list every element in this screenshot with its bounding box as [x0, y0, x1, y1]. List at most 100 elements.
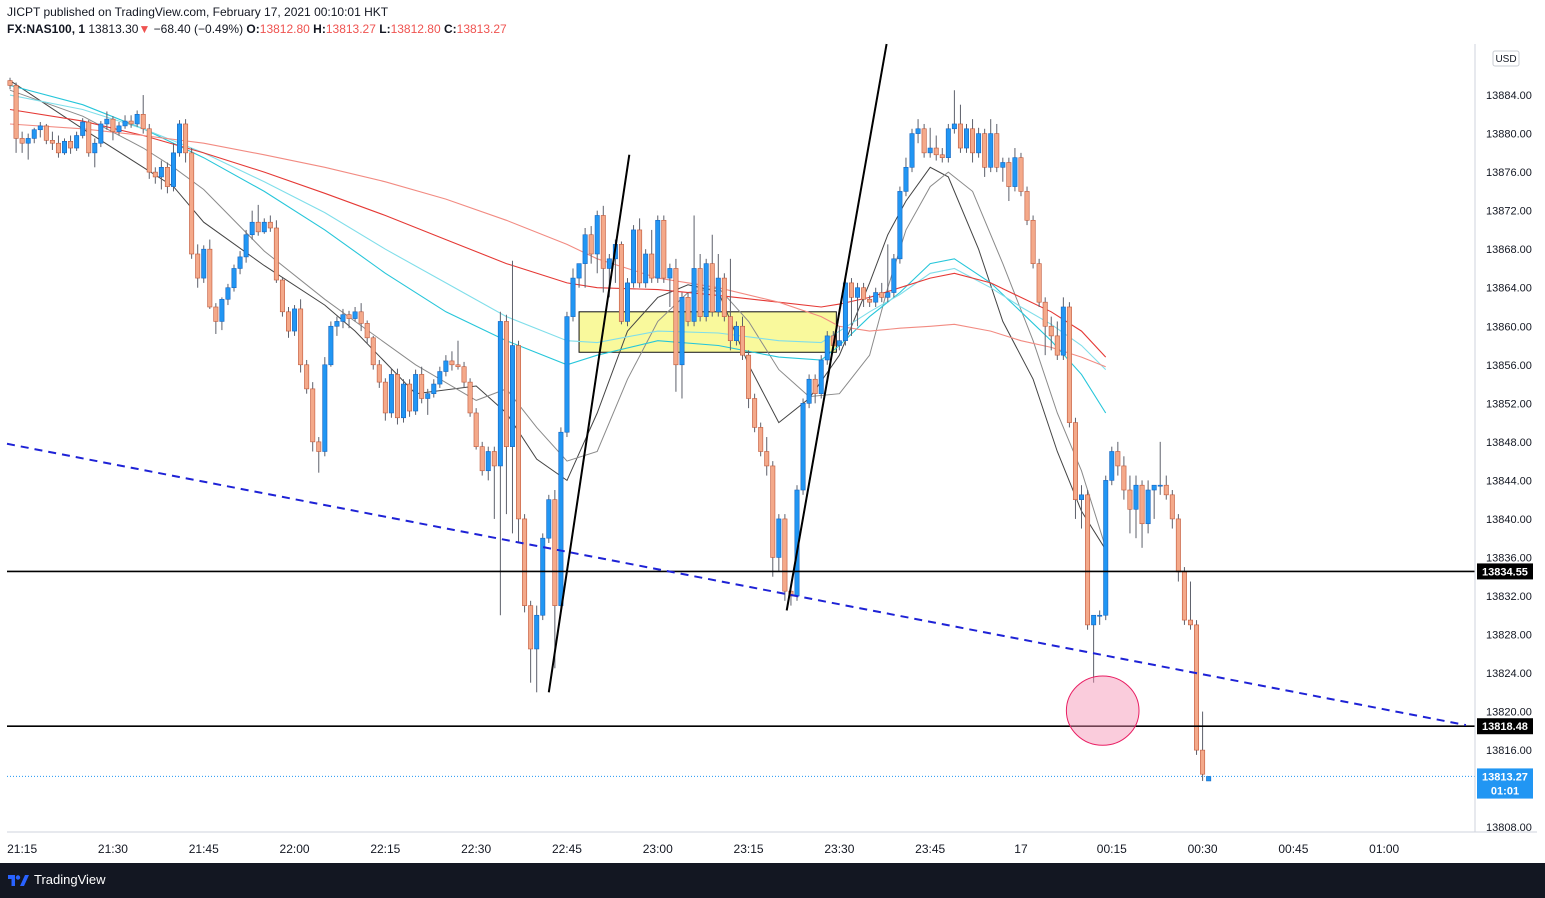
- candle-body: [116, 125, 122, 132]
- candle-body: [201, 248, 207, 279]
- price-axis-label: [1477, 718, 1533, 735]
- candle-body: [286, 311, 291, 332]
- symbol-label[interactable]: FX:NAS100, 1: [7, 22, 86, 36]
- candle-body: [334, 321, 340, 327]
- candle-body: [358, 311, 364, 324]
- candle-body: [600, 215, 606, 269]
- candle-body: [1206, 776, 1212, 782]
- candle-body: [1169, 494, 1175, 520]
- candle-body: [643, 253, 649, 284]
- right-gutter: [1537, 44, 1545, 832]
- price-tick-label: 13852.00: [1486, 398, 1532, 410]
- candle-body: [267, 221, 273, 229]
- time-tick-label: 00:30: [1188, 842, 1218, 856]
- time-tick-label: 21:30: [98, 842, 128, 856]
- candle-body: [1060, 306, 1066, 356]
- candle-body: [177, 123, 183, 154]
- candle-body: [812, 378, 818, 394]
- close-label: C:: [443, 22, 457, 36]
- candle-body: [509, 345, 515, 447]
- candle-body: [497, 321, 503, 467]
- candle-body: [310, 388, 316, 443]
- candle-body: [461, 366, 467, 383]
- footer-bar: TradingView: [0, 863, 1545, 898]
- candle-body: [1157, 484, 1163, 487]
- candle-body: [746, 354, 752, 399]
- highlight-ellipse[interactable]: [1065, 675, 1140, 746]
- publisher-text: JICPT published on TradingView.com, Febr…: [7, 5, 389, 19]
- candle-body: [715, 277, 721, 313]
- price-axis-label: [1477, 563, 1533, 580]
- candle-body: [1066, 306, 1072, 423]
- candle-body: [407, 383, 413, 412]
- candle-body: [292, 308, 298, 332]
- candle-body: [1139, 484, 1145, 525]
- candle-body: [376, 364, 382, 383]
- price-tick-label: 13876.00: [1486, 167, 1532, 179]
- candle-body: [261, 221, 267, 233]
- tradingview-brand[interactable]: TradingView: [34, 872, 106, 887]
- currency-badge[interactable]: [1492, 50, 1520, 67]
- candle-body: [237, 256, 243, 269]
- candle-body: [528, 605, 534, 650]
- candle-body: [219, 298, 225, 322]
- candle-body: [800, 403, 806, 491]
- candle-body: [413, 374, 419, 412]
- candle-body: [304, 364, 310, 390]
- candle-body: [558, 431, 564, 606]
- candle-body: [86, 121, 92, 154]
- price-axis-label: [1477, 768, 1533, 785]
- price-tick-label: 13836.00: [1486, 552, 1532, 564]
- candle-body: [340, 314, 346, 322]
- candle-body: [431, 383, 437, 394]
- candle-body: [1006, 162, 1012, 187]
- candle-body: [104, 118, 110, 125]
- candle-body: [806, 378, 812, 404]
- time-tick-label: 21:15: [7, 842, 37, 856]
- dashed-trendline[interactable]: [6, 442, 1467, 727]
- price-chart[interactable]: 21:15 21:30 21:45 22:00 22:15 22:30 22:45 23:00…: [0, 0, 1545, 863]
- time-tick-label: 17: [1014, 842, 1028, 856]
- candle-body: [770, 465, 776, 558]
- solid-trendline[interactable]: [785, 43, 888, 611]
- candle-body: [62, 140, 67, 154]
- candle-body: [92, 142, 98, 154]
- candle-body: [1200, 749, 1206, 775]
- candle-body: [98, 123, 104, 144]
- candle-body: [170, 152, 176, 187]
- down-arrow-icon: ▼: [138, 22, 151, 36]
- candle-body: [189, 152, 195, 255]
- consolidation-zone[interactable]: [578, 311, 837, 353]
- candle-body: [122, 120, 128, 127]
- time-tick-label: 01:00: [1369, 842, 1399, 856]
- candle-body: [68, 140, 74, 149]
- candle-body: [1012, 157, 1018, 187]
- candle-body: [195, 253, 201, 279]
- candle-body: [582, 234, 588, 264]
- candle-body: [467, 381, 473, 414]
- candle-body: [503, 321, 509, 447]
- candle-body: [231, 268, 237, 289]
- tradingview-logo-icon[interactable]: [8, 873, 30, 887]
- candle-body: [673, 268, 679, 366]
- candle-body: [1121, 465, 1127, 491]
- time-tick-label: 00:45: [1278, 842, 1308, 856]
- candle-body: [740, 325, 745, 356]
- price-tick-label: 13864.00: [1486, 283, 1532, 295]
- price-tick-label: 13844.00: [1486, 475, 1532, 487]
- candle-body: [546, 499, 552, 539]
- candle-body: [279, 279, 285, 313]
- candle-body: [1085, 494, 1091, 626]
- price-axis-label-text: 13834.55: [1482, 566, 1528, 578]
- candle-body: [1151, 484, 1157, 491]
- candle-body: [848, 282, 854, 298]
- candle-body: [152, 171, 158, 178]
- candle-body: [388, 374, 394, 414]
- candle-body: [649, 253, 655, 279]
- candle-body: [1042, 301, 1048, 327]
- candle-body: [655, 219, 661, 279]
- candle-body: [667, 268, 673, 279]
- candle-body: [1000, 162, 1006, 168]
- solid-trendline[interactable]: [547, 154, 631, 693]
